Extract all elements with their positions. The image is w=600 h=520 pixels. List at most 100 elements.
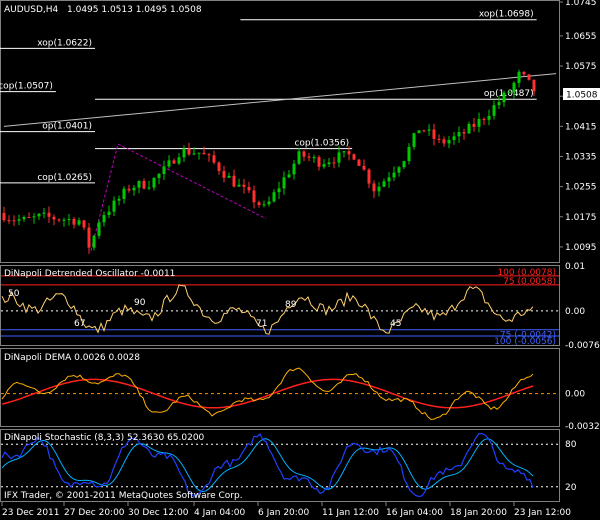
- time-axis: 23 Dec 2011 27 Dec 20:00 30 Dec 12:00 4 Jan…: [1, 502, 571, 518]
- candle-body: [452, 136, 456, 140]
- trend-line: [3, 73, 557, 127]
- candle-body: [307, 156, 311, 158]
- candle-body: [142, 180, 146, 189]
- candle-body: [107, 211, 111, 216]
- candle-body: [212, 155, 216, 163]
- symbol-label: AUDUSD,H4: [4, 5, 59, 15]
- dema-panel-frame: [0, 348, 560, 427]
- candle-body: [377, 186, 381, 192]
- candle-body: [257, 202, 261, 206]
- price-level-label: xop(1.0622): [37, 38, 92, 48]
- price-tick-label: 1.0095: [565, 243, 597, 253]
- price-levels: xop(1.0698) xop(1.0622) cop(1.0507) op(1.04…: [0, 10, 537, 184]
- candle-body: [412, 133, 416, 147]
- candle-body: [207, 154, 211, 156]
- candle-body: [277, 188, 281, 193]
- candle-body: [217, 162, 221, 171]
- stochastic-tick-label: 20: [565, 483, 577, 493]
- candle-body: [237, 184, 241, 187]
- time-tick-label: 23 Dec 2011: [2, 508, 60, 518]
- candle-body: [77, 220, 81, 225]
- price-tick-label: 1.0415: [565, 122, 597, 132]
- candle-body: [147, 187, 151, 189]
- oscillator-annotation: 45: [390, 319, 401, 329]
- candle-body: [497, 102, 501, 106]
- price-level-label: cop(1.0356): [294, 139, 349, 149]
- candle-body: [292, 163, 296, 175]
- candle-body: [337, 152, 341, 163]
- candle-body: [62, 219, 66, 221]
- oscillator-tick-label: -0.0076: [565, 341, 600, 351]
- candle-body: [47, 212, 51, 217]
- price-level-label: cop(1.0507): [0, 82, 53, 92]
- candle-body: [132, 187, 136, 191]
- candle-body: [82, 220, 86, 228]
- candle-body: [232, 175, 236, 187]
- current-price-badge: 1.0508: [563, 88, 600, 101]
- time-tick-label: 6 Jan 20:00: [258, 508, 310, 518]
- candle-body: [392, 172, 396, 178]
- candle-body: [482, 118, 486, 120]
- candle-body: [402, 161, 406, 168]
- candle-body: [297, 151, 301, 164]
- candle-body: [177, 157, 181, 164]
- dema-fast-line: [1, 367, 534, 420]
- candle-body: [387, 177, 391, 182]
- trend-lines: [3, 73, 557, 251]
- price-tick-label: 1.0575: [565, 62, 597, 72]
- candle-body: [342, 151, 346, 153]
- candle-body: [462, 132, 466, 134]
- stochastic-panel-frame: [0, 429, 560, 502]
- time-tick-label: 23 Jan 12:00: [514, 508, 571, 518]
- price-tick-label: 1.0655: [565, 32, 597, 42]
- candle-body: [152, 177, 156, 188]
- dema-tick-label: -0.0032: [565, 422, 600, 432]
- candle-body: [397, 167, 401, 173]
- candle-body: [22, 217, 26, 220]
- price-level-label: cop(1.0265): [37, 173, 92, 183]
- ohlc-label: 1.0495 1.0513 1.0495 1.0508: [67, 5, 202, 15]
- oscillator-annotation: 50: [8, 289, 20, 299]
- oscillator-tick-label: 0.01: [565, 262, 585, 272]
- candle-body: [507, 92, 511, 94]
- candle-body: [87, 227, 91, 248]
- candle-body: [92, 235, 96, 248]
- dema-tick-label: 0.00: [565, 390, 585, 400]
- oscillator-panel-frame: [0, 265, 560, 346]
- candle-body: [457, 132, 461, 137]
- candle-body: [42, 212, 46, 214]
- candle-body: [422, 130, 426, 132]
- oscillator-line: [1, 284, 534, 335]
- candle-body: [57, 219, 61, 221]
- candle-body: [167, 160, 171, 167]
- candle-body: [522, 71, 526, 75]
- dema-slow-line: [1, 378, 534, 409]
- candle-body: [267, 201, 271, 205]
- candle-body: [272, 192, 276, 202]
- time-tick-label: 18 Jan 20:00: [450, 508, 507, 518]
- candle-body: [527, 74, 531, 80]
- candle-body: [502, 92, 506, 103]
- time-tick-label: 16 Jan 04:00: [386, 508, 443, 518]
- candle-body: [222, 170, 226, 178]
- candle-body: [487, 115, 491, 120]
- candle-body: [127, 188, 131, 191]
- candle-body: [242, 184, 246, 187]
- candle-body: [137, 180, 141, 188]
- candle-body: [162, 166, 166, 174]
- candle-body: [17, 219, 21, 221]
- candle-body: [467, 123, 471, 134]
- candle-body: [317, 157, 321, 167]
- time-tick-label: 30 Dec 12:00: [128, 508, 189, 518]
- stochastic-title: DiNapoli Stochastic (8,3,3) 52.3630 65.0…: [4, 433, 205, 443]
- candle-body: [97, 222, 101, 236]
- candle-body: [352, 154, 356, 160]
- candle-body: [447, 139, 451, 144]
- time-tick-label: 4 Jan 04:00: [194, 508, 246, 518]
- copyright-label: IFX Trader, © 2001-2011 MetaQuotes Softw…: [4, 491, 243, 501]
- oscillator-annotation: 67: [74, 319, 85, 329]
- price-tick-label: 1.0255: [565, 183, 597, 193]
- candle-body: [262, 204, 266, 206]
- candle-body: [362, 165, 366, 170]
